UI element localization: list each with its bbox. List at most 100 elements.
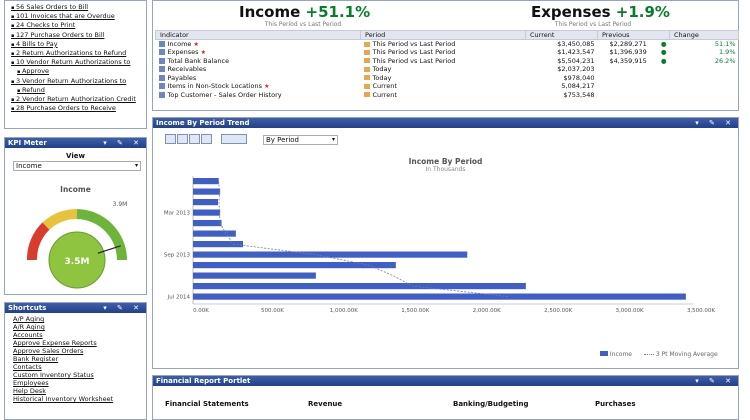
compare-icon[interactable] — [363, 66, 370, 72]
kpi-previous-value: $4,359,915 — [609, 56, 647, 65]
shortcut-link[interactable]: A/R Aging — [13, 323, 45, 331]
kpi-meter-title: KPI Meter — [8, 139, 47, 147]
kpi-previous: $1,396,939 ● — [598, 48, 670, 57]
shortcut-link[interactable]: Approve Expense Reports — [13, 339, 97, 347]
shortcut-link[interactable]: Employees — [13, 379, 49, 387]
kpi-current: 5,084,217 — [561, 82, 595, 91]
shortcuts-panel: Shortcuts ▾ ✎ ✕ A/P Aging A/R Aging Acco… — [4, 302, 147, 420]
kpi-period-cell: This Period vs Last Period — [361, 40, 526, 48]
drilldown-icon[interactable] — [158, 66, 165, 73]
compare-icon[interactable] — [363, 58, 370, 64]
report-col-banking[interactable]: Banking/Budgeting — [453, 400, 529, 408]
area-chart-icon[interactable] — [165, 134, 176, 144]
expenses-label: Expenses — [531, 3, 611, 21]
y-tick-label: Mar 2013 — [164, 211, 191, 217]
task-link-cont[interactable]: Approve — [11, 67, 144, 76]
portlet-controls-icon[interactable]: ▾ ✎ ✕ — [695, 377, 735, 385]
income-bar[interactable] — [193, 272, 316, 279]
shortcut-link[interactable]: Historical Inventory Worksheet — [13, 395, 114, 403]
kpi-period: Current — [372, 90, 397, 99]
task-link[interactable]: 127 Purchase Orders to Bill — [11, 31, 144, 40]
income-bar[interactable] — [193, 262, 396, 269]
kpi-row[interactable]: Expenses ★ This Period vs Last Period $1,4… — [156, 48, 739, 57]
kpi-previous-value: $2,289,271 — [609, 40, 647, 48]
shortcut-link[interactable]: Accounts — [13, 331, 43, 339]
compare-icon[interactable] — [363, 83, 370, 89]
task-link[interactable]: 28 Purchase Orders to Receive — [11, 104, 144, 113]
drilldown-icon[interactable] — [158, 91, 165, 98]
kpi-change: 1.9% — [718, 48, 736, 57]
drilldown-icon[interactable] — [158, 74, 165, 81]
kpi-indicator-cell: Expenses ★ — [156, 48, 361, 57]
income-bar-chart: Mar 2013 Sep 2013 Jul 2014 0.00K 500.00K 1,00… — [164, 176, 715, 314]
task-link[interactable]: 3 Vendor Return Authorizations to — [11, 77, 144, 86]
task-link[interactable]: 2 Return Authorizations to Refund — [11, 49, 144, 58]
report-col-statements[interactable]: Financial Statements — [165, 400, 249, 408]
legend-avg-swatch — [643, 354, 654, 355]
drilldown-icon[interactable] — [158, 83, 165, 90]
shortcut-link[interactable]: Approve Sales Orders — [13, 347, 84, 355]
kpi-row[interactable]: Income ★ This Period vs Last Period $3,450… — [156, 40, 739, 48]
kpi-row[interactable]: Total Bank Balance This Period vs Last P… — [156, 57, 739, 66]
kpi-indicator: Income — [167, 40, 192, 48]
task-link[interactable]: 4 Bills to Pay — [11, 40, 144, 49]
income-bar[interactable] — [193, 230, 236, 237]
period-select[interactable]: By Period ▾ — [263, 135, 338, 145]
task-link[interactable]: 24 Checks to Print — [11, 21, 144, 30]
report-col-revenue[interactable]: Revenue — [308, 400, 343, 408]
portlet-controls-icon[interactable]: ▾ ✎ ✕ — [103, 139, 143, 147]
line-chart-icon[interactable] — [201, 134, 212, 144]
shortcut-link[interactable]: Help Desk — [13, 387, 47, 395]
chart-subtitle: In Thousands — [425, 166, 466, 173]
report-titlebar: Financial Report Portlet ▾ ✎ ✕ — [153, 376, 738, 386]
kpi-row[interactable]: Receivables Today $2,037,203 — [156, 65, 739, 74]
bar-chart-icon[interactable] — [189, 134, 200, 144]
kpi-row[interactable]: Items in Non-Stock Locations ★ Current 5,0… — [156, 82, 739, 91]
income-bar[interactable] — [193, 283, 526, 290]
highlight-flag-icon: ★ — [200, 49, 206, 57]
kpi-row[interactable]: Payables Today $978,040 — [156, 74, 739, 83]
shortcut-link[interactable]: A/P Aging — [13, 315, 45, 323]
portlet-controls-icon[interactable]: ▾ ✎ ✕ — [103, 304, 143, 312]
task-link-cont[interactable]: Refund — [11, 86, 144, 95]
shortcut-link[interactable]: Bank Register — [13, 355, 59, 363]
kpi-change: 51.1% — [714, 40, 736, 48]
income-bar[interactable] — [193, 293, 686, 300]
income-label: Income — [239, 3, 301, 21]
compare-icon[interactable] — [363, 41, 370, 47]
income-bar[interactable] — [193, 251, 468, 258]
compare-icon[interactable] — [363, 92, 370, 98]
trend-dot-icon: ● — [660, 40, 667, 48]
task-link[interactable]: 101 Invoices that are Overdue — [11, 12, 144, 21]
income-bar[interactable] — [193, 188, 221, 195]
drilldown-icon[interactable] — [158, 57, 165, 64]
trend-line-icon[interactable] — [221, 134, 248, 144]
kpi-row[interactable]: Top Customer - Sales Order History Curre… — [156, 91, 739, 100]
shortcut-link[interactable]: Custom Inventory Status — [13, 371, 94, 379]
kpi-table-header: Indicator Period Current Previous Change — [155, 30, 739, 40]
task-link[interactable]: 56 Sales Orders to Bill — [11, 3, 144, 12]
task-link[interactable]: 10 Vendor Return Authorizations to — [11, 58, 144, 67]
column-chart-icon[interactable] — [177, 134, 188, 144]
income-bar[interactable] — [193, 199, 218, 206]
task-link[interactable]: 2 Vendor Return Authorization Credit — [11, 95, 144, 104]
kpi-indicator: Payables — [167, 73, 197, 82]
income-bar[interactable] — [193, 241, 243, 248]
income-sub: This Period vs Last Period — [264, 21, 342, 28]
kpi-period-cell: Today — [361, 65, 526, 74]
drilldown-icon[interactable] — [158, 49, 165, 56]
kpi-period: This Period vs Last Period — [372, 48, 456, 57]
view-select[interactable]: Income ▾ — [13, 161, 141, 171]
shortcut-link[interactable]: Contacts — [13, 363, 42, 371]
x-tick-label: 1,500.00K — [401, 308, 429, 314]
income-bar[interactable] — [193, 209, 221, 216]
compare-icon[interactable] — [363, 49, 370, 55]
income-bar[interactable] — [193, 220, 222, 227]
portlet-controls-icon[interactable]: ▾ ✎ ✕ — [695, 119, 735, 127]
income-bar[interactable] — [193, 178, 219, 185]
report-col-purchases[interactable]: Purchases — [595, 400, 636, 408]
compare-icon[interactable] — [363, 75, 370, 81]
drilldown-icon[interactable] — [158, 41, 165, 47]
kpi-previous — [598, 65, 670, 74]
moving-average-line — [218, 181, 510, 297]
